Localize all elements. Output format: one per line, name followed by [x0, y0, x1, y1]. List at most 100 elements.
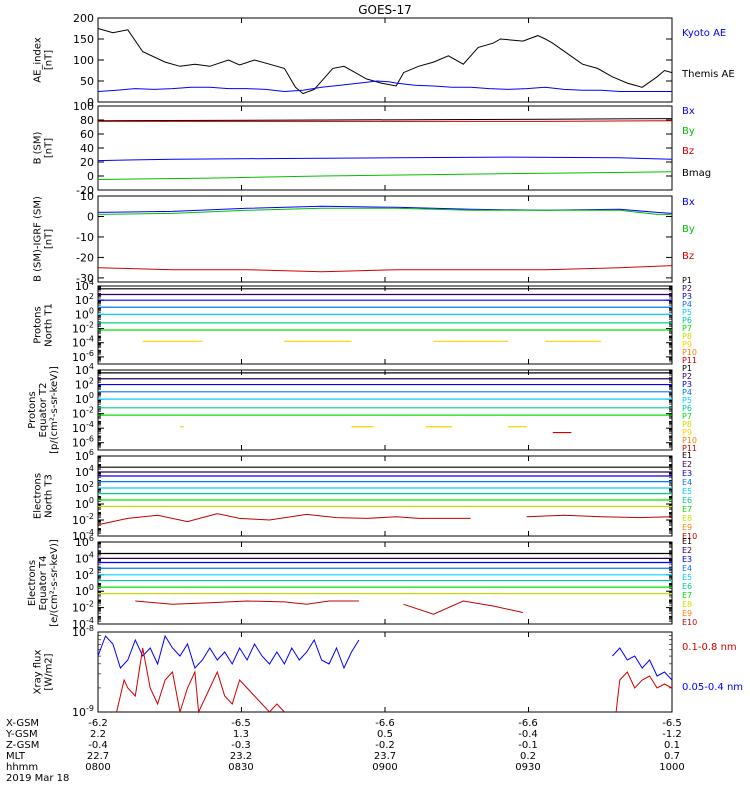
y-tick-label: 10-9 — [72, 704, 94, 719]
bottom-axis-value: -6.5 — [231, 718, 251, 729]
legend-entry: P5 — [682, 396, 692, 405]
legend-entry: Kyoto AE — [682, 28, 726, 39]
y-axis-label: Equator T4 — [38, 556, 49, 611]
bottom-axis-value: 0.1 — [664, 740, 680, 751]
bottom-axis-value: 2.2 — [90, 729, 106, 740]
y-axis-label: [nT] — [44, 138, 55, 158]
bottom-axis-value: 23.2 — [230, 751, 252, 762]
y-tick-label: -10 — [76, 231, 94, 244]
legend-entry: P6 — [682, 404, 692, 413]
y-tick-label: 10-2 — [72, 321, 94, 336]
row-label-hhmm: hhmm — [6, 762, 38, 773]
legend-entry: P2 — [682, 284, 692, 293]
legend-entry: P9 — [682, 340, 692, 349]
bottom-axis-value: 0800 — [85, 762, 110, 773]
y-axis-label: North T3 — [44, 474, 55, 518]
legend-entry: E1 — [682, 537, 692, 546]
legend-entry: E8 — [682, 600, 692, 609]
legend-entry: E9 — [682, 523, 692, 532]
bottom-axis-value: 0930 — [515, 762, 540, 773]
date-label: 2019 Mar 18 — [6, 773, 69, 784]
y-axis-label: North T1 — [44, 303, 55, 347]
y-tick-label: -30 — [76, 272, 94, 285]
panel-frame — [97, 541, 673, 625]
y-tick-label: 10-2 — [72, 600, 94, 615]
y-axis-label: Xray flux — [33, 650, 44, 695]
y-axis-label: B (SM) — [33, 131, 44, 164]
legend-entry: P1 — [682, 364, 692, 373]
legend-entry: E2 — [682, 546, 692, 555]
y-tick-label: 100 — [75, 306, 94, 321]
y-tick-label: -20 — [76, 251, 94, 264]
legend-entry: E4 — [682, 564, 692, 573]
legend-entry: P7 — [682, 324, 692, 333]
legend-entry: P4 — [682, 300, 692, 309]
legend-entry: E10 — [682, 532, 697, 541]
series-line — [97, 80, 672, 93]
legend-entry: E6 — [682, 582, 692, 591]
y-tick-label: 50 — [80, 75, 94, 88]
y-tick-label: 10-4 — [72, 335, 94, 350]
noisy-channel — [97, 513, 471, 526]
legend-entry: P8 — [682, 332, 692, 341]
y-tick-label: 100 — [73, 54, 94, 67]
y-tick-label: 0 — [87, 96, 94, 109]
noisy-channel — [526, 514, 673, 519]
y-tick-label: 104 — [75, 550, 94, 565]
y-tick-label: 10-4 — [72, 420, 94, 435]
bottom-axis-value: -6.6 — [518, 718, 538, 729]
series-line — [615, 671, 673, 713]
legend-entry: Bx — [682, 106, 695, 117]
y-tick-label: 104 — [75, 278, 94, 293]
bottom-axis-value: 0900 — [372, 762, 397, 773]
legend-entry: E9 — [682, 609, 692, 618]
series-line — [97, 207, 672, 215]
bottom-axis-value: 1.3 — [233, 729, 249, 740]
legend-entry: E5 — [682, 573, 692, 582]
bottom-axis-value: -0.4 — [518, 729, 538, 740]
row-label-x-gsm: X-GSM — [6, 718, 39, 729]
bottom-axis-value: -0.2 — [375, 740, 395, 751]
panel-frame — [97, 455, 673, 537]
bottom-axis-value: 0.7 — [664, 751, 680, 762]
y-tick-label: 10-2 — [72, 512, 94, 527]
series-line — [116, 647, 285, 714]
legend-entry: Bx — [682, 197, 695, 208]
y-tick-label: 10 — [80, 190, 94, 203]
y-tick-label: 150 — [73, 33, 94, 46]
panel-frame — [97, 17, 673, 103]
legend-entry: E5 — [682, 487, 692, 496]
legend-entry: E7 — [682, 591, 692, 600]
y-tick-label: 100 — [75, 583, 94, 598]
legend-entry: P3 — [682, 380, 692, 389]
panel-3: -30 -20 -10 0 10 B (SM)-IGRF (SM) [nT] Bx By Bz — [33, 190, 695, 285]
bottom-axis-value: 0.5 — [377, 729, 393, 740]
series-line — [97, 171, 673, 180]
legend-entry: Themis AE — [681, 69, 735, 80]
legend-entry: By — [682, 126, 695, 137]
y-axis-label: [nT] — [44, 50, 55, 70]
series-line — [97, 265, 673, 273]
legend-entry: P11 — [682, 356, 697, 365]
bottom-axis-value: 1000 — [659, 762, 684, 773]
y-tick-label: 80 — [80, 114, 94, 127]
bottom-axis-value: 23.7 — [374, 751, 396, 762]
panel-1: 0 50 100 150 200 AE_index [nT] Kyoto AE Themis A… — [33, 12, 735, 109]
y-axis-label: AE_index — [33, 37, 44, 83]
legend-entry: E1 — [682, 451, 692, 460]
row-label-z-gsm: Z-GSM — [6, 740, 39, 751]
legend-entry: P9 — [682, 428, 692, 437]
series-line — [98, 120, 673, 122]
bottom-axis-value: 0.2 — [520, 751, 536, 762]
legend-entry: P11 — [682, 444, 697, 453]
legend-entry: E7 — [682, 505, 692, 514]
series-line — [97, 118, 673, 122]
bottom-axis-value: -6.6 — [375, 718, 395, 729]
bottom-axis-value: 22.7 — [87, 751, 109, 762]
y-axis-label: [W/m2] — [44, 653, 55, 690]
bottom-axis-value: -6.5 — [662, 718, 682, 729]
y-tick-label: 100 — [73, 100, 94, 113]
